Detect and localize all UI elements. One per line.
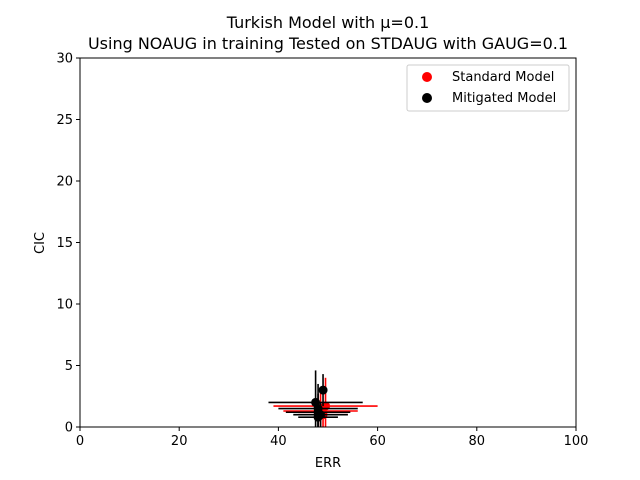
legend-marker-standard [422,72,432,82]
y-tick-label: 25 [56,113,73,128]
x-tick-label: 60 [369,434,386,449]
plot-data [268,370,378,427]
legend: Standard Model Mitigated Model [406,64,570,112]
series-1 [268,370,363,427]
y-tick-label: 15 [56,236,73,251]
x-tick-label: 100 [564,434,589,449]
y-axis-label: CIC [33,232,48,254]
data-point [313,412,323,422]
legend-marker-mitigated [422,93,432,103]
x-tick-label: 0 [76,434,84,449]
y-tick-label: 10 [56,298,73,313]
chart-subtitle: Using NOAUG in training Tested on STDAUG… [88,34,568,53]
data-point [318,385,328,395]
x-tick-label: 40 [270,434,287,449]
axis-ticks: 0 20 40 60 80 100 0 5 10 15 20 25 30 [56,52,588,450]
x-axis-label: ERR [315,456,341,471]
y-tick-label: 5 [65,359,73,374]
plot-frame [79,57,577,428]
y-tick-label: 20 [56,175,73,190]
legend-label-standard: Standard Model [452,70,554,85]
legend-box [406,64,570,112]
x-tick-label: 20 [171,434,188,449]
x-tick-label: 80 [469,434,486,449]
y-tick-label: 0 [65,421,73,436]
legend-label-mitigated: Mitigated Model [452,91,556,106]
y-tick-label: 30 [56,52,73,67]
chart-title: Turkish Model with μ=0.1 [226,13,430,32]
